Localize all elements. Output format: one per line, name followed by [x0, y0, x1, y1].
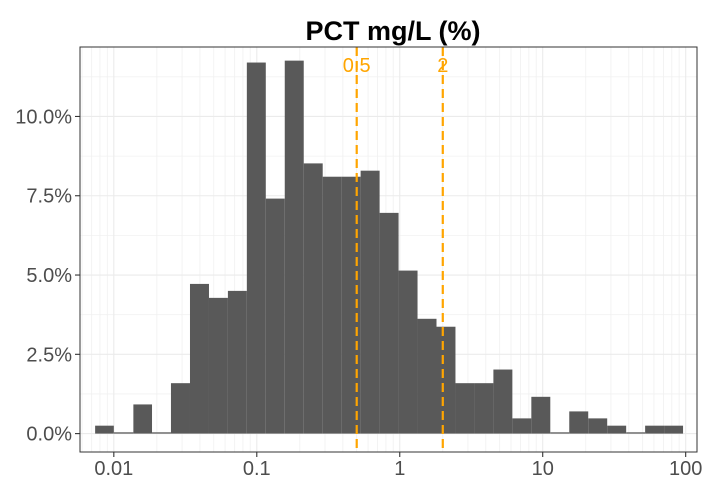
- histogram-bar: [417, 318, 437, 434]
- plot-panel-border: [79, 46, 698, 453]
- y-tick-label: 5.0%: [26, 265, 72, 287]
- x-tick-label: 100: [669, 458, 702, 477]
- y-axis: 0.0% 2.5% 5.0% 7.5% 10.0%: [15, 106, 80, 446]
- histogram-bar: [113, 432, 134, 434]
- histogram-bar: [208, 297, 228, 434]
- histogram-bar: [398, 270, 418, 434]
- reference-line-label: 2: [437, 55, 448, 77]
- x-tick-label: 0.1: [243, 458, 271, 477]
- histogram-bar: [569, 411, 589, 434]
- y-tick-label: 7.5%: [26, 186, 72, 208]
- histogram-bar: [436, 326, 456, 434]
- histogram-bar: [95, 425, 114, 434]
- histogram-bar: [303, 163, 323, 434]
- histogram-bar: [512, 418, 532, 434]
- histogram-bar: [550, 432, 570, 434]
- histogram-bar: [645, 425, 665, 434]
- histogram-bar: [455, 383, 475, 434]
- histogram-bar: [607, 425, 627, 434]
- x-tick-label: 0.01: [94, 458, 133, 477]
- x-tick-label: 1: [394, 458, 405, 477]
- histogram-bar: [664, 425, 684, 434]
- histogram-bar: [360, 170, 380, 434]
- histogram-bar: [284, 60, 304, 434]
- histogram-bar: [531, 396, 551, 434]
- reference-lines: 0.5 2: [343, 47, 448, 452]
- x-axis: 0.01 0.1 1 10 100: [94, 452, 702, 477]
- histogram-bar: [626, 432, 646, 434]
- histogram-bar: [474, 383, 494, 434]
- y-tick-label: 10.0%: [15, 106, 72, 128]
- reference-line-label: 0.5: [343, 55, 371, 77]
- chart-title: PCT mg/L (%): [306, 16, 481, 46]
- histogram-bar: [227, 290, 247, 434]
- histogram-bar: [170, 383, 190, 434]
- histogram-bar: [493, 369, 513, 434]
- histogram-bar: [265, 198, 285, 434]
- histogram-bar: [379, 212, 399, 434]
- histogram-bar: [189, 283, 209, 434]
- x-tick-label: 10: [532, 458, 554, 477]
- y-tick-label: 2.5%: [26, 344, 72, 366]
- histogram-bar: [246, 62, 266, 434]
- histogram-bar: [588, 418, 608, 434]
- histogram-bar: [133, 404, 153, 434]
- histogram-bar: [152, 432, 171, 434]
- histogram-bar: [322, 176, 342, 434]
- y-tick-label: 0.0%: [26, 424, 72, 446]
